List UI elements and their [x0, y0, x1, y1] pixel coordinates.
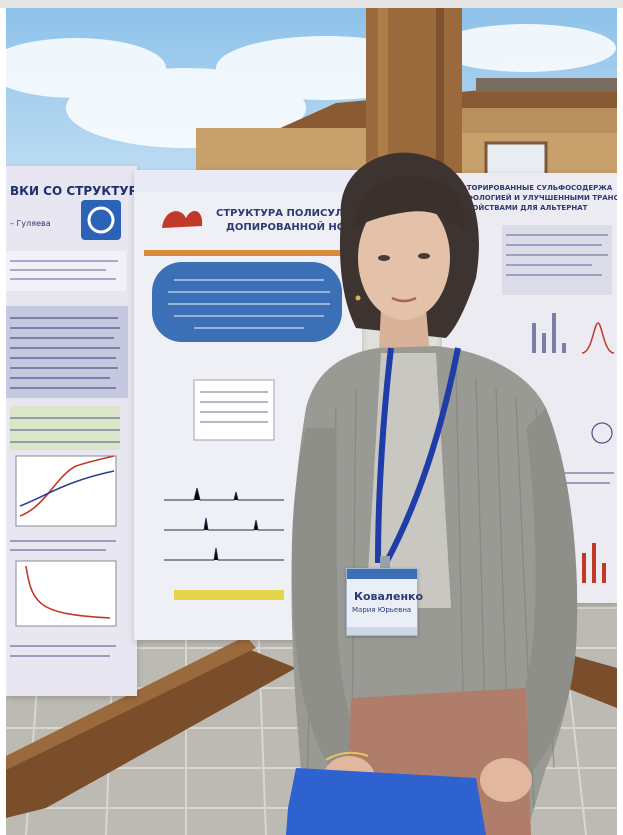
name-badge: Коваленко Мария Юрьевна [346, 568, 423, 636]
right-poster-heading-3: СВОЙСТВАМИ ДЛЯ АЛЬТЕРНАТ [462, 204, 588, 212]
right-poster-heading-2: МОРФОЛОГИЕЙ И УЛУЧШЕННЫМИ ТРАНС [448, 194, 617, 202]
badge-surname: Коваленко [354, 590, 424, 603]
person [286, 152, 578, 835]
badge-given-names: Мария Юрьевна [352, 606, 412, 614]
center-poster-heading-1: СТРУКТУРА ПОЛИСУЛЬФИ [216, 208, 370, 219]
left-poster: ВКИ СО СТРУКТУРОЙ – Гуляева [6, 166, 158, 696]
center-poster-heading-2: ДОПИРОВАННОЙ НОВА [226, 222, 361, 233]
top-border [0, 0, 623, 8]
left-poster-heading: ВКИ СО СТРУКТУРОЙ [10, 184, 158, 198]
right-poster-heading-1: ПЕРФТОРИРОВАННЫЕ СУЛЬФОСОДЕРЖА [444, 184, 613, 192]
left-poster-author: – Гуляева [10, 219, 51, 228]
photo-frame: ВКИ СО СТРУКТУРОЙ – Гуляева [6, 8, 617, 835]
